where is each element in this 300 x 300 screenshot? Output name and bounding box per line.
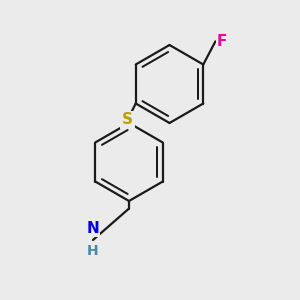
Text: N: N xyxy=(87,221,99,236)
Text: S: S xyxy=(122,112,133,128)
Text: H: H xyxy=(87,244,99,258)
Text: F: F xyxy=(217,34,227,49)
